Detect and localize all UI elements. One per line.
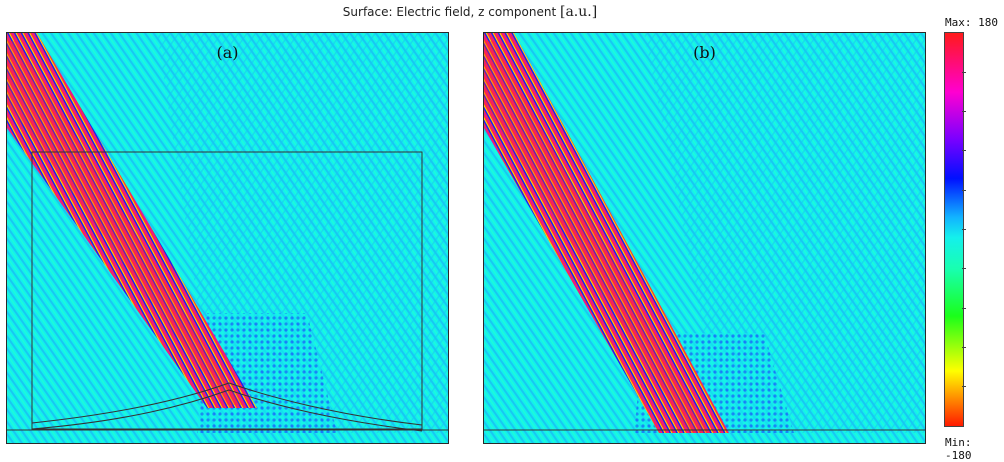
colorbar-tick	[962, 386, 966, 387]
title-unit: [a.u.]	[560, 4, 598, 20]
field-panel-a: (a)	[6, 32, 449, 444]
incident-beam	[7, 33, 257, 408]
colorbar-tick	[962, 72, 966, 73]
domain-boundary	[31, 151, 423, 430]
colorbar-tick	[962, 347, 966, 348]
colorbar-tick	[962, 111, 966, 112]
colorbar-min-label: Min: -180	[945, 436, 972, 462]
colorbar-tick	[962, 229, 966, 230]
field-plot-b	[484, 33, 925, 443]
colorbar-tick	[962, 308, 966, 309]
colorbar-max-label: Max: 180	[945, 16, 998, 29]
curved-surface	[31, 382, 423, 426]
colorbar-tick	[962, 190, 966, 191]
panel-label-b: (b)	[693, 43, 716, 62]
field-panel-b: (b)	[483, 32, 926, 444]
colorbar-tick	[962, 268, 966, 269]
field-plot-a	[7, 33, 448, 443]
incident-beam	[484, 33, 729, 433]
title-main: Surface: Electric field, z component	[342, 5, 557, 19]
colorbar	[944, 32, 964, 427]
panel-label-a: (a)	[216, 43, 239, 62]
colorbar-tick	[962, 150, 966, 151]
figure-title: Surface: Electric field, z component [a.…	[0, 4, 940, 20]
